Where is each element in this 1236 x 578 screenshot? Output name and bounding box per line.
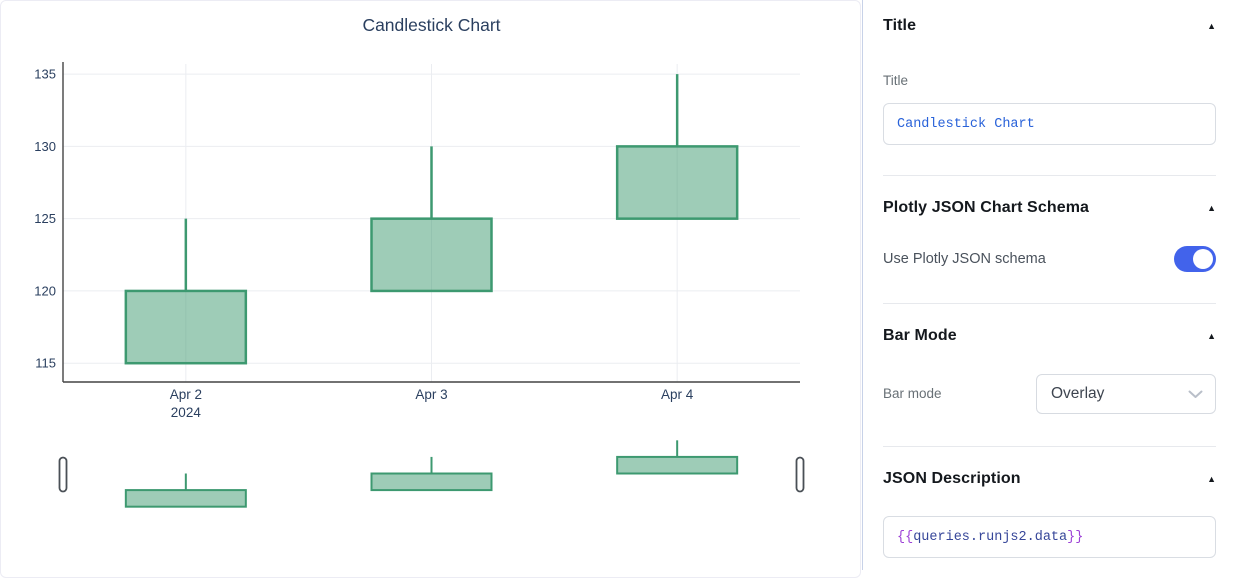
chevron-down-icon <box>1188 390 1203 398</box>
section-divider <box>883 303 1216 304</box>
section-json-description-heading: JSON Description <box>883 470 1021 487</box>
candlestick-chart[interactable]: 115 120 125 130 135 Apr 2 Apr 3 Apr 4 2024 Candle… <box>1 1 861 571</box>
svg-text:115: 115 <box>35 356 56 371</box>
bar-mode-value: Overlay <box>1051 385 1105 402</box>
inspector-panel: Title ▲ Title Plotly JSON Chart Schema ▲… <box>862 0 1236 570</box>
bar-mode-row: Bar mode Overlay <box>883 374 1216 414</box>
section-header-schema[interactable]: Plotly JSON Chart Schema ▲ <box>883 198 1216 218</box>
section-header-title[interactable]: Title ▲ <box>883 16 1216 36</box>
section-title-heading: Title <box>883 17 917 34</box>
section-schema-heading: Plotly JSON Chart Schema <box>883 199 1090 216</box>
collapse-icon[interactable]: ▲ <box>1207 202 1216 213</box>
candlestick[interactable] <box>616 455 739 475</box>
use-plotly-schema-row: Use Plotly JSON schema <box>883 246 1216 272</box>
title-input[interactable] <box>883 103 1216 145</box>
toggle-knob <box>1193 249 1213 269</box>
use-plotly-schema-toggle[interactable] <box>1174 246 1216 272</box>
bar-mode-select[interactable]: Overlay <box>1036 374 1216 414</box>
json-description-input[interactable]: {{queries.runjs2.data}} <box>883 516 1216 558</box>
chart-card: 115 120 125 130 135 Apr 2 Apr 3 Apr 4 2024 Candle… <box>0 0 861 578</box>
rangeslider-handle[interactable] <box>795 456 805 493</box>
svg-text:2024: 2024 <box>171 405 202 420</box>
template-brace-open: {{ <box>897 529 914 545</box>
collapse-icon[interactable]: ▲ <box>1207 20 1216 31</box>
collapse-icon[interactable]: ▲ <box>1207 473 1216 484</box>
section-divider <box>883 446 1216 447</box>
section-header-bar-mode[interactable]: Bar Mode ▲ <box>883 326 1216 346</box>
rangeslider-handle[interactable] <box>58 456 68 493</box>
svg-text:Apr 3: Apr 3 <box>415 387 447 402</box>
template-expression: queries.runjs2.data <box>913 529 1068 545</box>
use-plotly-schema-label: Use Plotly JSON schema <box>883 251 1046 267</box>
collapse-icon[interactable]: ▲ <box>1207 330 1216 341</box>
section-header-json-description[interactable]: JSON Description ▲ <box>883 469 1216 489</box>
svg-text:Apr 2: Apr 2 <box>170 387 202 402</box>
section-bar-mode-heading: Bar Mode <box>883 327 957 344</box>
section-divider <box>883 175 1216 176</box>
svg-text:Apr 4: Apr 4 <box>661 387 694 402</box>
svg-text:130: 130 <box>34 139 56 154</box>
candlestick[interactable] <box>124 489 247 508</box>
svg-text:Candlestick Chart: Candlestick Chart <box>362 15 500 35</box>
candlestick[interactable] <box>370 472 493 492</box>
candlestick[interactable] <box>370 217 493 293</box>
candlestick[interactable] <box>615 145 739 220</box>
title-field-label: Title <box>883 73 909 88</box>
svg-text:125: 125 <box>34 211 56 226</box>
template-brace-close: }} <box>1067 529 1084 545</box>
candlestick[interactable] <box>124 289 248 365</box>
bar-mode-label: Bar mode <box>883 386 942 401</box>
svg-text:135: 135 <box>34 67 56 82</box>
svg-text:120: 120 <box>34 283 56 298</box>
